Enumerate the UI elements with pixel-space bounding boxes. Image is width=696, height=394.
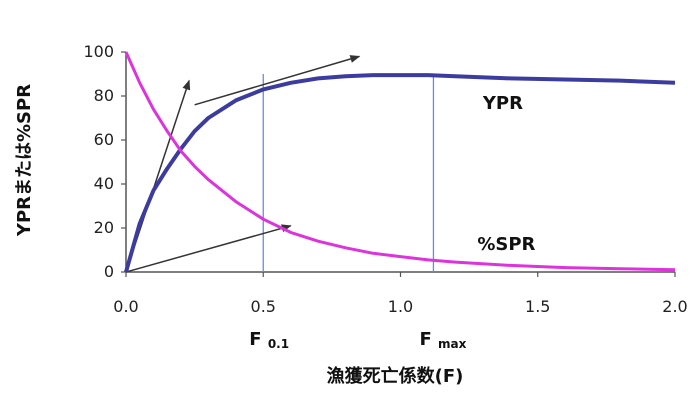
y-axis-label: YPRまたは%SPR [14, 84, 35, 237]
series-label-spr: %SPR [477, 234, 535, 255]
series-line-spr [124, 51, 676, 272]
series-label-ypr: YPR [482, 93, 523, 114]
reference-lines: F 0.1 F max [249, 74, 467, 351]
y-tick-label: 60 [94, 130, 114, 149]
reference-line-label: F max [419, 329, 466, 351]
x-tick-label: 0.0 [113, 297, 138, 316]
x-ticks: 0.0 0.5 1.0 1.5 2.0 [113, 272, 688, 316]
y-tick-label: 0 [104, 262, 114, 281]
y-tick-label: 100 [83, 42, 114, 61]
reference-line-label-main: F [249, 329, 268, 350]
y-tick-label: 80 [94, 86, 114, 105]
y-ticks: 0 20 40 60 80 100 [83, 42, 126, 281]
x-tick-label: 0.5 [251, 297, 276, 316]
x-tick-label: 2.0 [662, 297, 687, 316]
reference-line-label-main: F [419, 329, 438, 350]
x-tick-label: 1.0 [388, 297, 413, 316]
series-labels: YPR %SPR [477, 93, 535, 255]
x-axis-label: 漁獲死亡係数(F) [327, 365, 464, 387]
tangent-arrow [125, 224, 292, 273]
reference-line-label-sub: max [438, 337, 467, 351]
x-tick-label: 1.5 [525, 297, 550, 316]
axes [125, 52, 675, 273]
y-tick-label: 40 [94, 174, 114, 193]
tangent-arrows [125, 55, 361, 273]
series-line-ypr [124, 73, 676, 273]
tangent-arrow [194, 55, 361, 106]
series-lines [124, 51, 676, 273]
y-tick-label: 20 [94, 218, 114, 237]
reference-line-label: F 0.1 [249, 329, 289, 351]
reference-line-label-sub: 0.1 [268, 337, 289, 351]
